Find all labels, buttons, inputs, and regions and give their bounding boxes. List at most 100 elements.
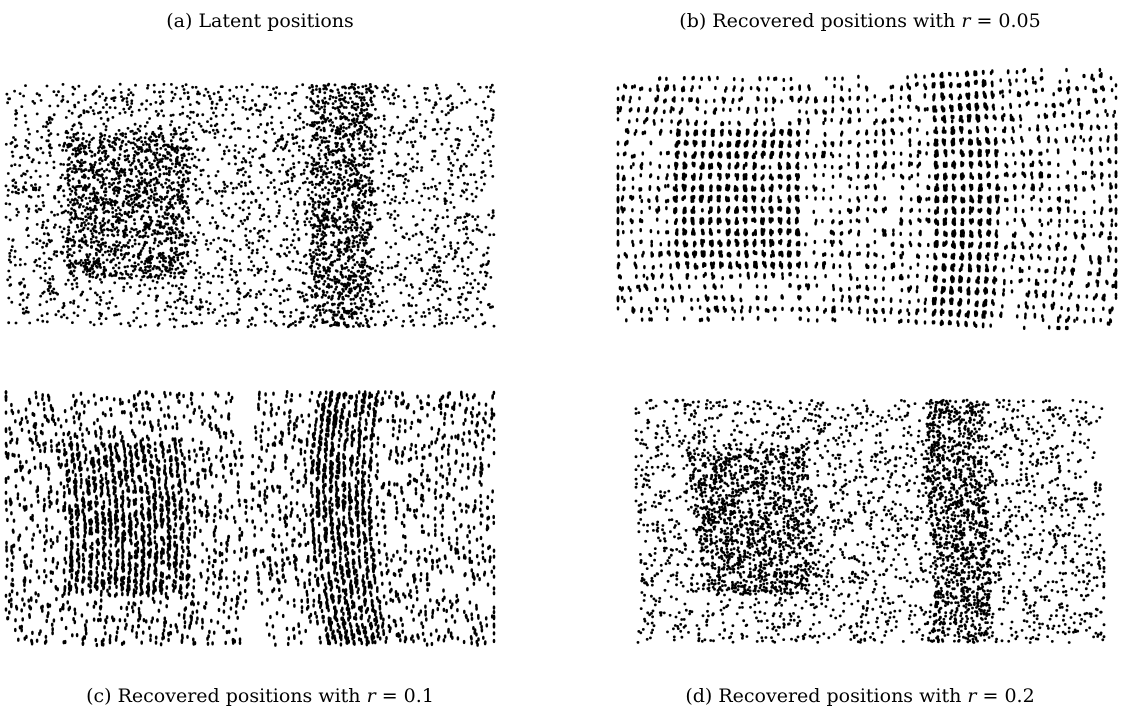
scatter-point bbox=[332, 206, 336, 210]
scatter-point bbox=[334, 136, 338, 140]
scatter-point bbox=[177, 176, 181, 179]
scatter-point bbox=[437, 265, 441, 269]
scatter-point bbox=[246, 192, 250, 196]
scatter-point bbox=[417, 253, 421, 256]
scatter-panel-a bbox=[4, 82, 496, 329]
scatter-point bbox=[78, 205, 81, 209]
scatter-point bbox=[74, 153, 78, 156]
scatter-point bbox=[444, 317, 448, 320]
scatter-point bbox=[352, 215, 356, 219]
scatter-point bbox=[457, 82, 460, 86]
scatter-point bbox=[67, 266, 71, 269]
scatter-point bbox=[347, 269, 350, 272]
scatter-point bbox=[72, 269, 76, 273]
scatter-point bbox=[122, 244, 126, 247]
scatter-point bbox=[247, 206, 251, 210]
scatter-point bbox=[340, 93, 344, 97]
scatter-point bbox=[337, 91, 341, 95]
scatter-point bbox=[199, 173, 203, 177]
scatter-point bbox=[41, 220, 45, 224]
scatter-point bbox=[273, 132, 276, 135]
scatter-point bbox=[86, 202, 89, 206]
scatter-point bbox=[159, 131, 163, 135]
scatter-point bbox=[446, 224, 450, 228]
scatter-point bbox=[318, 264, 322, 267]
scatter-point bbox=[154, 176, 158, 180]
scatter-point bbox=[176, 149, 180, 152]
scatter-point bbox=[824, 274, 827, 279]
scatter-point bbox=[73, 147, 77, 150]
scatter-point bbox=[88, 149, 92, 153]
scatter-point bbox=[113, 227, 117, 231]
scatter-point bbox=[265, 239, 269, 243]
scatter-point bbox=[491, 144, 495, 148]
scatter-point bbox=[104, 201, 107, 204]
scatter-point bbox=[1110, 223, 1113, 228]
scatter-point bbox=[365, 130, 368, 133]
scatter-point bbox=[249, 229, 252, 233]
scatter-point bbox=[1006, 221, 1009, 226]
scatter-point bbox=[460, 128, 463, 132]
scatter-point bbox=[181, 195, 184, 199]
scatter-point bbox=[173, 271, 177, 275]
scatter-point bbox=[331, 191, 334, 195]
scatter-point bbox=[402, 197, 406, 201]
scatter-point bbox=[327, 296, 330, 299]
scatter-point bbox=[334, 99, 337, 103]
scatter-point bbox=[364, 183, 368, 187]
scatter-point bbox=[131, 93, 135, 97]
scatter-point bbox=[121, 132, 124, 135]
scatter-point bbox=[250, 260, 253, 263]
scatter-point bbox=[48, 240, 52, 244]
scatter-point bbox=[104, 128, 108, 132]
scatter-point bbox=[358, 191, 362, 195]
scatter-point bbox=[272, 272, 276, 276]
scatter-point bbox=[13, 163, 17, 166]
scatter-point bbox=[198, 271, 202, 275]
scatter-point bbox=[316, 241, 319, 245]
scatter-point bbox=[149, 216, 153, 219]
scatter-point bbox=[411, 285, 414, 289]
scatter-point bbox=[420, 169, 423, 172]
scatter-point bbox=[66, 255, 69, 259]
scatter-point bbox=[82, 205, 85, 208]
scatter-point bbox=[114, 209, 118, 212]
scatter-point bbox=[261, 85, 265, 89]
scatter-point bbox=[11, 190, 14, 194]
scatter-point bbox=[407, 293, 411, 297]
scatter-point bbox=[273, 224, 277, 228]
scatter-point bbox=[361, 85, 365, 88]
scatter-point bbox=[171, 162, 174, 166]
scatter-point bbox=[101, 106, 105, 109]
scatter-point bbox=[102, 169, 106, 173]
scatter-point bbox=[205, 239, 209, 243]
scatter-point bbox=[143, 262, 147, 266]
scatter-point bbox=[313, 214, 317, 217]
scatter-point bbox=[117, 266, 121, 270]
scatter-point bbox=[147, 259, 150, 263]
scatter-point bbox=[402, 303, 405, 307]
scatter-point bbox=[154, 101, 158, 104]
scatter-point bbox=[291, 322, 295, 325]
scatter-point bbox=[352, 160, 356, 164]
scatter-point bbox=[50, 210, 53, 214]
scatter-point bbox=[186, 91, 190, 94]
scatter-point bbox=[50, 146, 53, 150]
scatter-point bbox=[370, 248, 374, 252]
scatter-point bbox=[445, 321, 448, 325]
scatter-point bbox=[35, 223, 39, 226]
scatter-point bbox=[221, 314, 225, 318]
scatter-point bbox=[191, 182, 195, 186]
scatter-point bbox=[292, 217, 296, 220]
scatter-point bbox=[98, 221, 102, 225]
scatter-point bbox=[140, 140, 144, 143]
scatter-point bbox=[367, 162, 371, 166]
scatter-point bbox=[107, 306, 110, 310]
scatter-point bbox=[476, 144, 480, 148]
scatter-point bbox=[60, 230, 64, 234]
scatter-point bbox=[125, 228, 128, 232]
scatter-point bbox=[358, 287, 362, 291]
scatter-point bbox=[483, 174, 487, 177]
scatter-point bbox=[357, 198, 361, 201]
scatter-point bbox=[184, 130, 187, 134]
